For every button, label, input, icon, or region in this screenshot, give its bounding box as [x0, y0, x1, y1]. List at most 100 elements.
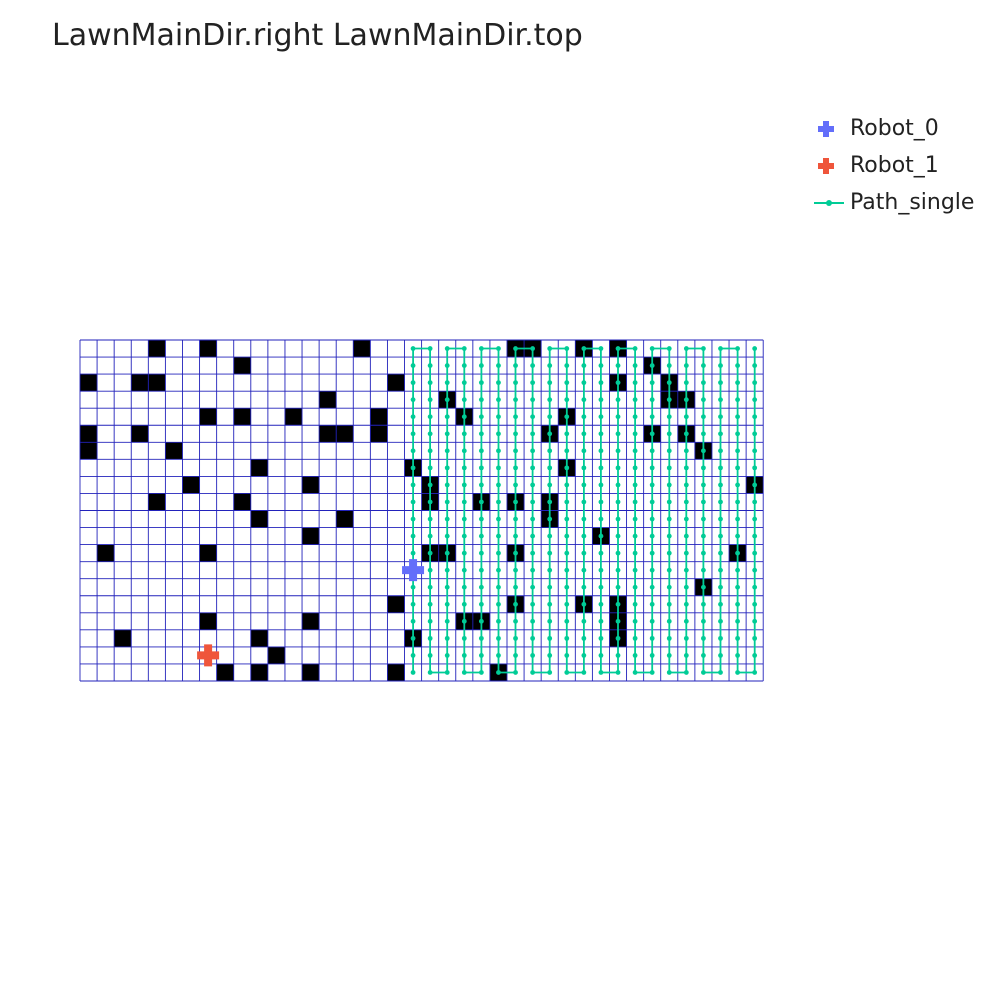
obstacle-cell: [80, 442, 98, 460]
path-single-point: [530, 499, 536, 505]
path-single-point: [581, 635, 587, 641]
path-single-point: [581, 482, 587, 488]
obstacle-cell: [267, 646, 285, 664]
cross-icon: [818, 157, 834, 174]
path-single-point: [632, 635, 638, 641]
path-single-point: [530, 635, 536, 641]
path-single-point: [461, 550, 467, 556]
path-single-point: [649, 567, 655, 573]
path-single-point: [581, 414, 587, 420]
path-single-point: [598, 584, 604, 590]
path-single-point: [581, 601, 587, 607]
path-single-point: [666, 482, 672, 488]
obstacle-cell: [148, 340, 166, 358]
path-single-point: [496, 397, 501, 403]
path-single-point: [649, 465, 655, 471]
path-single-point: [649, 397, 655, 403]
path-single-point: [752, 499, 758, 505]
path-single-point: [564, 414, 570, 420]
path-single-point: [478, 482, 484, 488]
path-single-point: [513, 431, 518, 437]
path-single-point: [598, 670, 604, 675]
path-single-point: [735, 618, 740, 624]
legend-item-path-single[interactable]: Path_single: [814, 184, 974, 221]
path-single-point: [735, 499, 740, 505]
path-single-point: [718, 670, 723, 675]
path-single-point: [461, 567, 467, 573]
path-single-point: [718, 380, 723, 386]
path-single-point: [701, 448, 706, 454]
path-single-point: [427, 618, 433, 624]
path-single-point: [496, 601, 501, 607]
path-single-point: [478, 550, 484, 556]
path-single-point: [752, 448, 758, 454]
path-single-point: [530, 380, 536, 386]
path-single-point: [632, 567, 638, 573]
path-single-point: [496, 431, 501, 437]
path-single-point: [752, 635, 758, 641]
path-single-point: [513, 465, 518, 471]
path-single-point: [547, 567, 553, 573]
path-single-point: [735, 550, 740, 556]
path-single-point: [581, 448, 587, 454]
path-single-point: [615, 653, 621, 658]
path-single-point: [615, 482, 621, 488]
path-single-point: [649, 414, 655, 420]
path-single-point: [649, 448, 655, 454]
path-single-point: [718, 363, 723, 368]
path-single-point: [615, 567, 621, 573]
path-single-point: [752, 465, 758, 471]
path-single-point: [666, 670, 672, 675]
path-single-point: [598, 550, 604, 556]
path-single-point: [478, 363, 484, 368]
path-single-point: [530, 346, 536, 351]
path-single-point: [615, 346, 621, 351]
path-single-point: [478, 346, 484, 351]
obstacle-cell: [233, 357, 251, 375]
path-single-point: [718, 499, 723, 505]
path-single-point: [564, 601, 570, 607]
path-single-point: [598, 601, 604, 607]
legend-item-robot-1[interactable]: Robot_1: [814, 147, 974, 184]
path-single-point: [615, 533, 621, 539]
obstacle-cell: [370, 408, 388, 426]
path-single-point: [615, 499, 621, 505]
path-single-point: [735, 567, 740, 573]
path-single-point: [683, 550, 689, 556]
path-single-point: [444, 465, 450, 471]
path-single-point: [530, 618, 536, 624]
path-single-point: [598, 482, 604, 488]
path-single-point: [496, 653, 501, 658]
path-single-point: [496, 448, 501, 454]
path-single-point: [478, 584, 484, 590]
path-single-point: [547, 670, 553, 675]
path-single-point: [427, 346, 433, 351]
path-single-point: [718, 550, 723, 556]
path-single-point: [444, 618, 450, 624]
path-single-point: [683, 499, 689, 505]
path-single-point: [683, 414, 689, 420]
path-single-point: [461, 618, 467, 624]
obstacle-cell: [302, 663, 320, 681]
path-single-point: [752, 482, 758, 488]
path-single-point: [564, 499, 570, 505]
path-single-point: [427, 363, 433, 368]
path-single-point: [427, 431, 433, 437]
path-single-point: [581, 380, 587, 386]
path-single-point: [581, 584, 587, 590]
path-single-point: [666, 448, 672, 454]
path-single-point: [632, 414, 638, 420]
legend-item-robot-0[interactable]: Robot_0: [814, 110, 974, 147]
path-single-point: [564, 346, 570, 351]
obstacle-cell: [97, 544, 115, 562]
path-single-point: [666, 550, 672, 556]
path-single-point: [718, 601, 723, 607]
cross-icon: [818, 120, 834, 137]
path-single-point: [752, 653, 758, 658]
obstacle-cell: [199, 612, 217, 630]
path-single-point: [632, 482, 638, 488]
path-single-point: [496, 499, 501, 505]
path-single-point: [632, 516, 638, 522]
obstacle-cell: [165, 442, 183, 460]
path-single-point: [718, 414, 723, 420]
